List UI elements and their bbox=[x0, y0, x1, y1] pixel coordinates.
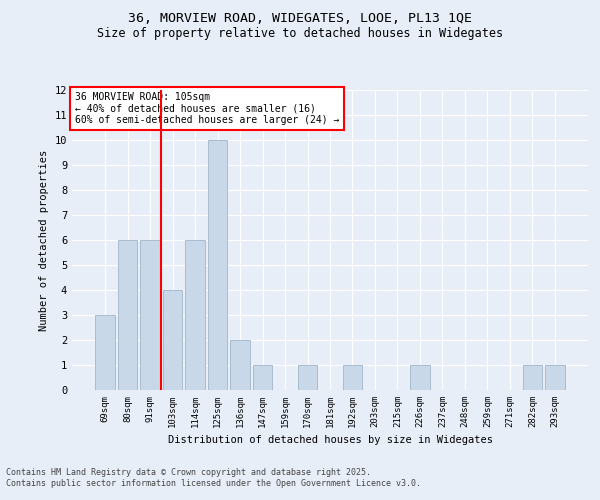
Bar bbox=[298, 365, 317, 390]
X-axis label: Distribution of detached houses by size in Widegates: Distribution of detached houses by size … bbox=[167, 436, 493, 446]
Bar bbox=[140, 240, 160, 390]
Text: 36 MORVIEW ROAD: 105sqm
← 40% of detached houses are smaller (16)
60% of semi-de: 36 MORVIEW ROAD: 105sqm ← 40% of detache… bbox=[74, 92, 339, 124]
Y-axis label: Number of detached properties: Number of detached properties bbox=[39, 150, 49, 330]
Text: Size of property relative to detached houses in Widegates: Size of property relative to detached ho… bbox=[97, 28, 503, 40]
Bar bbox=[523, 365, 542, 390]
Bar bbox=[185, 240, 205, 390]
Bar bbox=[343, 365, 362, 390]
Bar bbox=[208, 140, 227, 390]
Bar bbox=[118, 240, 137, 390]
Text: 36, MORVIEW ROAD, WIDEGATES, LOOE, PL13 1QE: 36, MORVIEW ROAD, WIDEGATES, LOOE, PL13 … bbox=[128, 12, 472, 26]
Bar bbox=[230, 340, 250, 390]
Bar bbox=[545, 365, 565, 390]
Bar bbox=[95, 315, 115, 390]
Bar bbox=[163, 290, 182, 390]
Text: Contains HM Land Registry data © Crown copyright and database right 2025.
Contai: Contains HM Land Registry data © Crown c… bbox=[6, 468, 421, 487]
Bar bbox=[253, 365, 272, 390]
Bar bbox=[410, 365, 430, 390]
